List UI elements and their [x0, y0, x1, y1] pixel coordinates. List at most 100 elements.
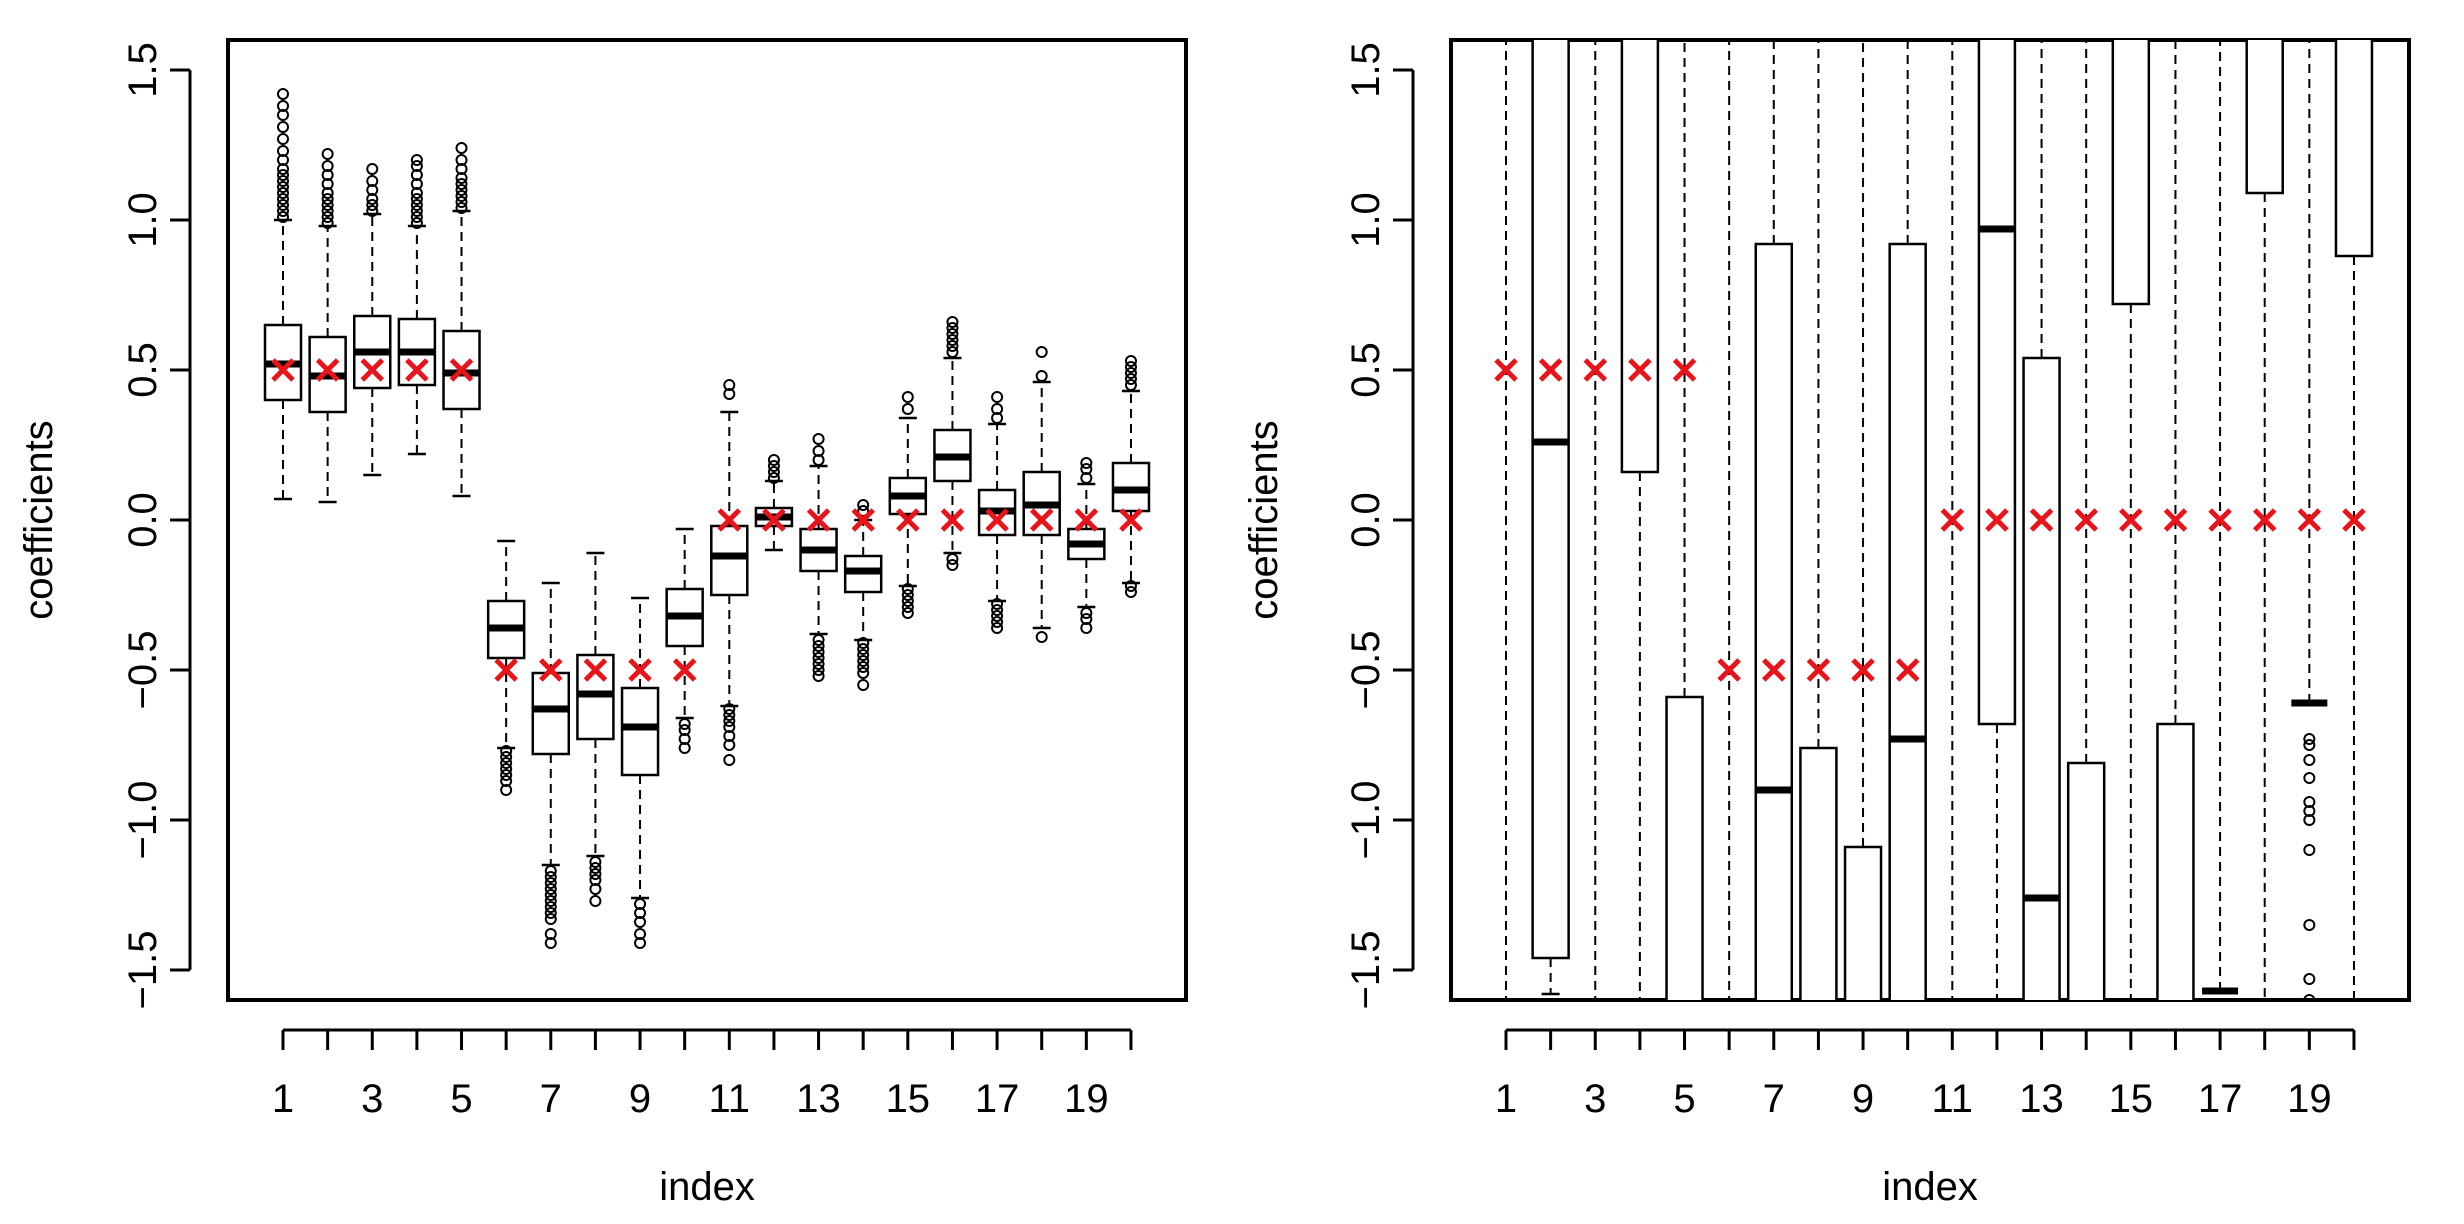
outlier-point — [500, 769, 513, 781]
outlier-point — [455, 142, 468, 154]
right-true-value-marker — [2297, 508, 2322, 532]
outlier-point — [901, 607, 914, 619]
outlier-point — [901, 583, 914, 595]
right-box-6 — [1728, 40, 1731, 1000]
outlier-point — [1080, 463, 1093, 475]
outlier-point — [991, 616, 1004, 628]
marker-stroke — [539, 658, 563, 682]
marker-stroke — [449, 358, 474, 382]
marker-stroke — [2342, 508, 2366, 532]
outlier-point — [277, 100, 289, 112]
left-box-8 — [576, 551, 615, 907]
outlier-point — [544, 907, 557, 919]
left-box-9 — [620, 596, 660, 949]
right-true-value-marker — [1851, 658, 1875, 682]
outlier-point — [455, 190, 468, 202]
outlier-point — [321, 148, 334, 160]
outlier-point — [544, 883, 557, 895]
right-true-value-marker — [1494, 358, 1518, 382]
right-box-5 — [1665, 40, 1704, 1000]
outlier-point — [589, 868, 602, 880]
left-true-value-marker — [315, 358, 340, 382]
left-box-4 — [397, 154, 437, 456]
iqr-box — [620, 686, 660, 777]
marker-stroke — [985, 508, 1009, 532]
outlier-point — [678, 718, 691, 730]
iqr-box — [2066, 761, 2106, 1000]
right-true-value-marker — [2252, 508, 2277, 532]
right-true-value-marker — [1583, 358, 1608, 382]
marker-stroke — [315, 358, 340, 382]
outlier-point — [410, 199, 423, 211]
outlier-point — [723, 379, 736, 391]
right-true-value-marker — [2119, 508, 2143, 532]
outlier-point — [723, 739, 736, 751]
outlier-point — [2303, 754, 2316, 766]
marker-stroke — [628, 658, 652, 682]
marker-stroke — [2252, 508, 2277, 532]
iqr-box — [2334, 40, 2374, 258]
left-x-tick-label: 19 — [1064, 1077, 1109, 1121]
outlier-point — [812, 670, 825, 682]
right-box-13 — [2022, 40, 2061, 1000]
right-box-15 — [2111, 40, 2151, 1000]
iqr-box — [2111, 40, 2151, 306]
marker-stroke — [494, 658, 518, 682]
outlier-point — [277, 187, 289, 199]
right-x-axis-title: index — [1882, 1165, 1978, 1209]
left-panel: −1.5−1.0−0.50.00.51.01.5 1 3 5 7 9 11 13 15 17 19… — [17, 38, 1188, 1209]
right-x-tick-label: 7 — [1763, 1077, 1785, 1121]
left-box-14 — [843, 499, 883, 691]
marker-stroke — [1538, 358, 1563, 382]
outlier-point — [946, 328, 959, 340]
right-panel: −1.5−1.0−0.50.00.51.01.5 1 3 5 7 9 11 13 15 17 19… — [1242, 38, 2411, 1209]
outlier-point — [321, 205, 334, 217]
left-true-value-marker — [985, 508, 1009, 532]
outlier-point — [767, 460, 780, 472]
outlier-point — [946, 322, 959, 334]
right-true-value-marker — [2342, 508, 2366, 532]
outlier-point — [321, 193, 334, 205]
left-true-value-marker — [628, 658, 652, 682]
right-y-tick-label: 1.0 — [1344, 192, 1388, 248]
left-box-11 — [710, 379, 749, 766]
left-y-tick-label: 1.0 — [121, 192, 165, 248]
outlier-point — [857, 505, 870, 517]
outlier-point — [946, 316, 959, 328]
left-true-value-marker — [494, 658, 518, 682]
outlier-point — [723, 703, 736, 715]
outlier-point — [1035, 370, 1048, 382]
right-box-8 — [1799, 40, 1838, 1000]
outlier-point — [321, 217, 334, 229]
left-true-value-marker — [762, 508, 786, 532]
iqr-box — [2156, 722, 2195, 1000]
outlier-point — [2303, 814, 2316, 826]
outlier-point — [544, 877, 557, 889]
marker-stroke — [1494, 358, 1518, 382]
outlier-point — [812, 640, 825, 652]
right-box-9 — [1843, 40, 1883, 1000]
outlier-point — [544, 865, 557, 877]
left-y-axis: −1.5 −1.0 −0.5 0.0 0.5 1.0 1.5 — [121, 42, 192, 1009]
outlier-point — [500, 751, 513, 763]
right-x-tick-label: 17 — [2198, 1077, 2243, 1121]
outlier-point — [277, 181, 289, 193]
left-true-value-marker — [851, 508, 875, 532]
left-true-value-marker — [405, 358, 429, 382]
outlier-point — [991, 391, 1004, 403]
outlier-point — [901, 391, 914, 403]
right-box-4 — [1620, 40, 1660, 1000]
outlier-point — [366, 199, 379, 211]
left-x-axis: 1 3 5 7 9 11 13 15 17 19 — [272, 1028, 1133, 1121]
right-box-7 — [1754, 40, 1794, 1000]
right-box-14 — [2066, 40, 2106, 1000]
left-true-value-marker — [806, 508, 831, 532]
marker-stroke — [1940, 508, 1965, 532]
outlier-point — [901, 601, 914, 613]
outlier-point — [812, 433, 825, 445]
left-true-value-marker — [271, 358, 295, 382]
left-x-tick-label: 7 — [540, 1077, 562, 1121]
left-true-value-marker — [360, 358, 385, 382]
left-true-value-marker — [896, 508, 920, 532]
outlier-point — [812, 664, 825, 676]
